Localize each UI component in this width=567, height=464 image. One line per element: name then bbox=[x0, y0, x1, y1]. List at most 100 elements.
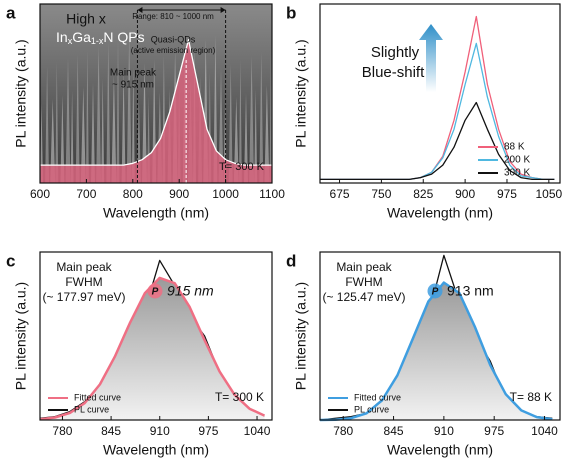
x-tick-label: 750 bbox=[371, 187, 391, 201]
panel-label: c bbox=[6, 251, 15, 270]
peak-symbol: P bbox=[432, 287, 439, 298]
plot-frame bbox=[39, 251, 273, 421]
fit-area bbox=[40, 277, 265, 420]
formula-part: N QPs bbox=[103, 29, 144, 45]
annotation: Range: 810 ~ 1000 nm bbox=[132, 12, 214, 21]
sem-pillar bbox=[50, 99, 56, 183]
sem-pillar bbox=[259, 52, 264, 183]
x-tick-label: 825 bbox=[413, 187, 433, 201]
sem-pillar bbox=[142, 63, 147, 183]
x-tick-label: 975 bbox=[198, 424, 218, 438]
x-tick-label: 910 bbox=[434, 424, 454, 438]
annotation: Quasi-QDs bbox=[151, 34, 196, 44]
annotation: High x bbox=[66, 11, 106, 27]
sem-pillar bbox=[55, 62, 59, 183]
annotation: FWHM bbox=[65, 275, 102, 289]
annotation: Slightly bbox=[371, 44, 420, 61]
sem-pillar bbox=[131, 67, 135, 183]
annotation: Blue-shift bbox=[362, 64, 425, 81]
panel: 675 750 825 900 975 1050 Wavelength (nm) PL int… bbox=[286, 3, 563, 221]
x-tick-label: 900 bbox=[455, 187, 475, 201]
x-tick-label: 780 bbox=[333, 424, 353, 438]
sem-pillar bbox=[126, 34, 132, 183]
sem-pillar bbox=[254, 89, 258, 183]
plot-frame bbox=[319, 3, 561, 184]
series-line bbox=[40, 39, 272, 166]
legend-label: Fitted curve bbox=[354, 392, 401, 402]
annotation: 915 nm bbox=[167, 283, 214, 299]
annotation: FWHM bbox=[345, 275, 382, 289]
sem-pillar bbox=[116, 38, 120, 183]
y-axis-title: PL intensity (a.u.) bbox=[293, 39, 309, 147]
sem-pillar bbox=[96, 46, 102, 183]
x-axis-title: Wavelength (nm) bbox=[103, 205, 209, 221]
x-tick-label: 800 bbox=[123, 187, 143, 201]
plot-frame bbox=[39, 3, 273, 184]
annotation: 913 nm bbox=[447, 283, 494, 299]
annotation: Main peak bbox=[336, 260, 392, 274]
sem-pillar bbox=[70, 91, 74, 183]
x-axis-title: Wavelength (nm) bbox=[387, 442, 493, 458]
legend-label: 200 K bbox=[504, 155, 530, 166]
x-tick-label: 900 bbox=[169, 187, 189, 201]
legend-label: PL curve bbox=[354, 404, 389, 414]
sem-pillar bbox=[249, 56, 255, 183]
annotation: Main peak bbox=[56, 260, 112, 274]
legend-label: PL curve bbox=[74, 404, 109, 414]
annotation: (active emission region) bbox=[131, 46, 216, 55]
sem-pillar bbox=[80, 87, 86, 183]
x-tick-label: 1040 bbox=[244, 424, 271, 438]
sem-pillar bbox=[75, 54, 80, 183]
formula-part: 1-x bbox=[91, 36, 104, 46]
plot-frame bbox=[319, 251, 561, 421]
sem-pillar bbox=[244, 93, 248, 183]
panel: 600 700 800 900 1000 1100 Wavelength (nm) PL in… bbox=[6, 3, 285, 221]
sem-pillar bbox=[85, 50, 89, 183]
sem-pillar bbox=[40, 103, 43, 183]
fit-area bbox=[320, 282, 553, 420]
x-axis-title: Wavelength (nm) bbox=[103, 442, 209, 458]
sem-pillar bbox=[228, 64, 233, 183]
annotation: ~ 915 nm bbox=[112, 80, 154, 91]
x-tick-label: 780 bbox=[52, 424, 72, 438]
annotation: (~ 125.47 meV) bbox=[322, 290, 405, 304]
sem-pillar bbox=[45, 66, 50, 183]
annotation: (~ 177.97 meV) bbox=[42, 290, 125, 304]
sem-pillar bbox=[65, 58, 71, 183]
panel: 780 845 910 975 1040 Wavelength (nm) PL intens… bbox=[6, 251, 273, 458]
x-tick-label: 1100 bbox=[259, 187, 285, 201]
arrow-head bbox=[137, 7, 143, 13]
peak-symbol: P bbox=[152, 287, 159, 298]
panel-label: a bbox=[6, 3, 16, 22]
y-axis-title: PL intensity (a.u.) bbox=[293, 282, 309, 390]
x-tick-label: 1040 bbox=[531, 424, 558, 438]
annotation: Main peak bbox=[110, 68, 157, 79]
x-tick-label: 845 bbox=[384, 424, 404, 438]
sem-pillar bbox=[238, 60, 242, 183]
annotation: T= 88 K bbox=[510, 390, 552, 404]
sem-pillar bbox=[264, 85, 270, 183]
x-axis-title: Wavelength (nm) bbox=[387, 205, 493, 221]
formula: InxGa1-xN QPs bbox=[56, 29, 145, 47]
x-tick-label: 700 bbox=[76, 187, 96, 201]
blue-shift-arrow bbox=[419, 24, 443, 92]
peak-badge bbox=[427, 283, 443, 299]
x-tick-label: 675 bbox=[330, 187, 350, 201]
annotation: T= 300 K bbox=[219, 161, 265, 173]
sem-pillar bbox=[111, 75, 117, 183]
x-tick-label: 1050 bbox=[535, 187, 562, 201]
sem-pillar bbox=[106, 42, 111, 183]
formula-part: Ga bbox=[72, 29, 91, 45]
formula-part: x bbox=[68, 36, 73, 46]
panel-label: b bbox=[286, 3, 296, 22]
peak-badge bbox=[147, 283, 163, 299]
x-tick-label: 845 bbox=[101, 424, 121, 438]
x-tick-label: 975 bbox=[497, 187, 517, 201]
series-line bbox=[320, 101, 555, 181]
sem-pillar bbox=[101, 79, 105, 183]
formula-part: In bbox=[56, 29, 68, 45]
x-tick-label: 1000 bbox=[212, 187, 239, 201]
x-tick-label: 600 bbox=[30, 187, 50, 201]
sem-pillar bbox=[60, 95, 65, 183]
